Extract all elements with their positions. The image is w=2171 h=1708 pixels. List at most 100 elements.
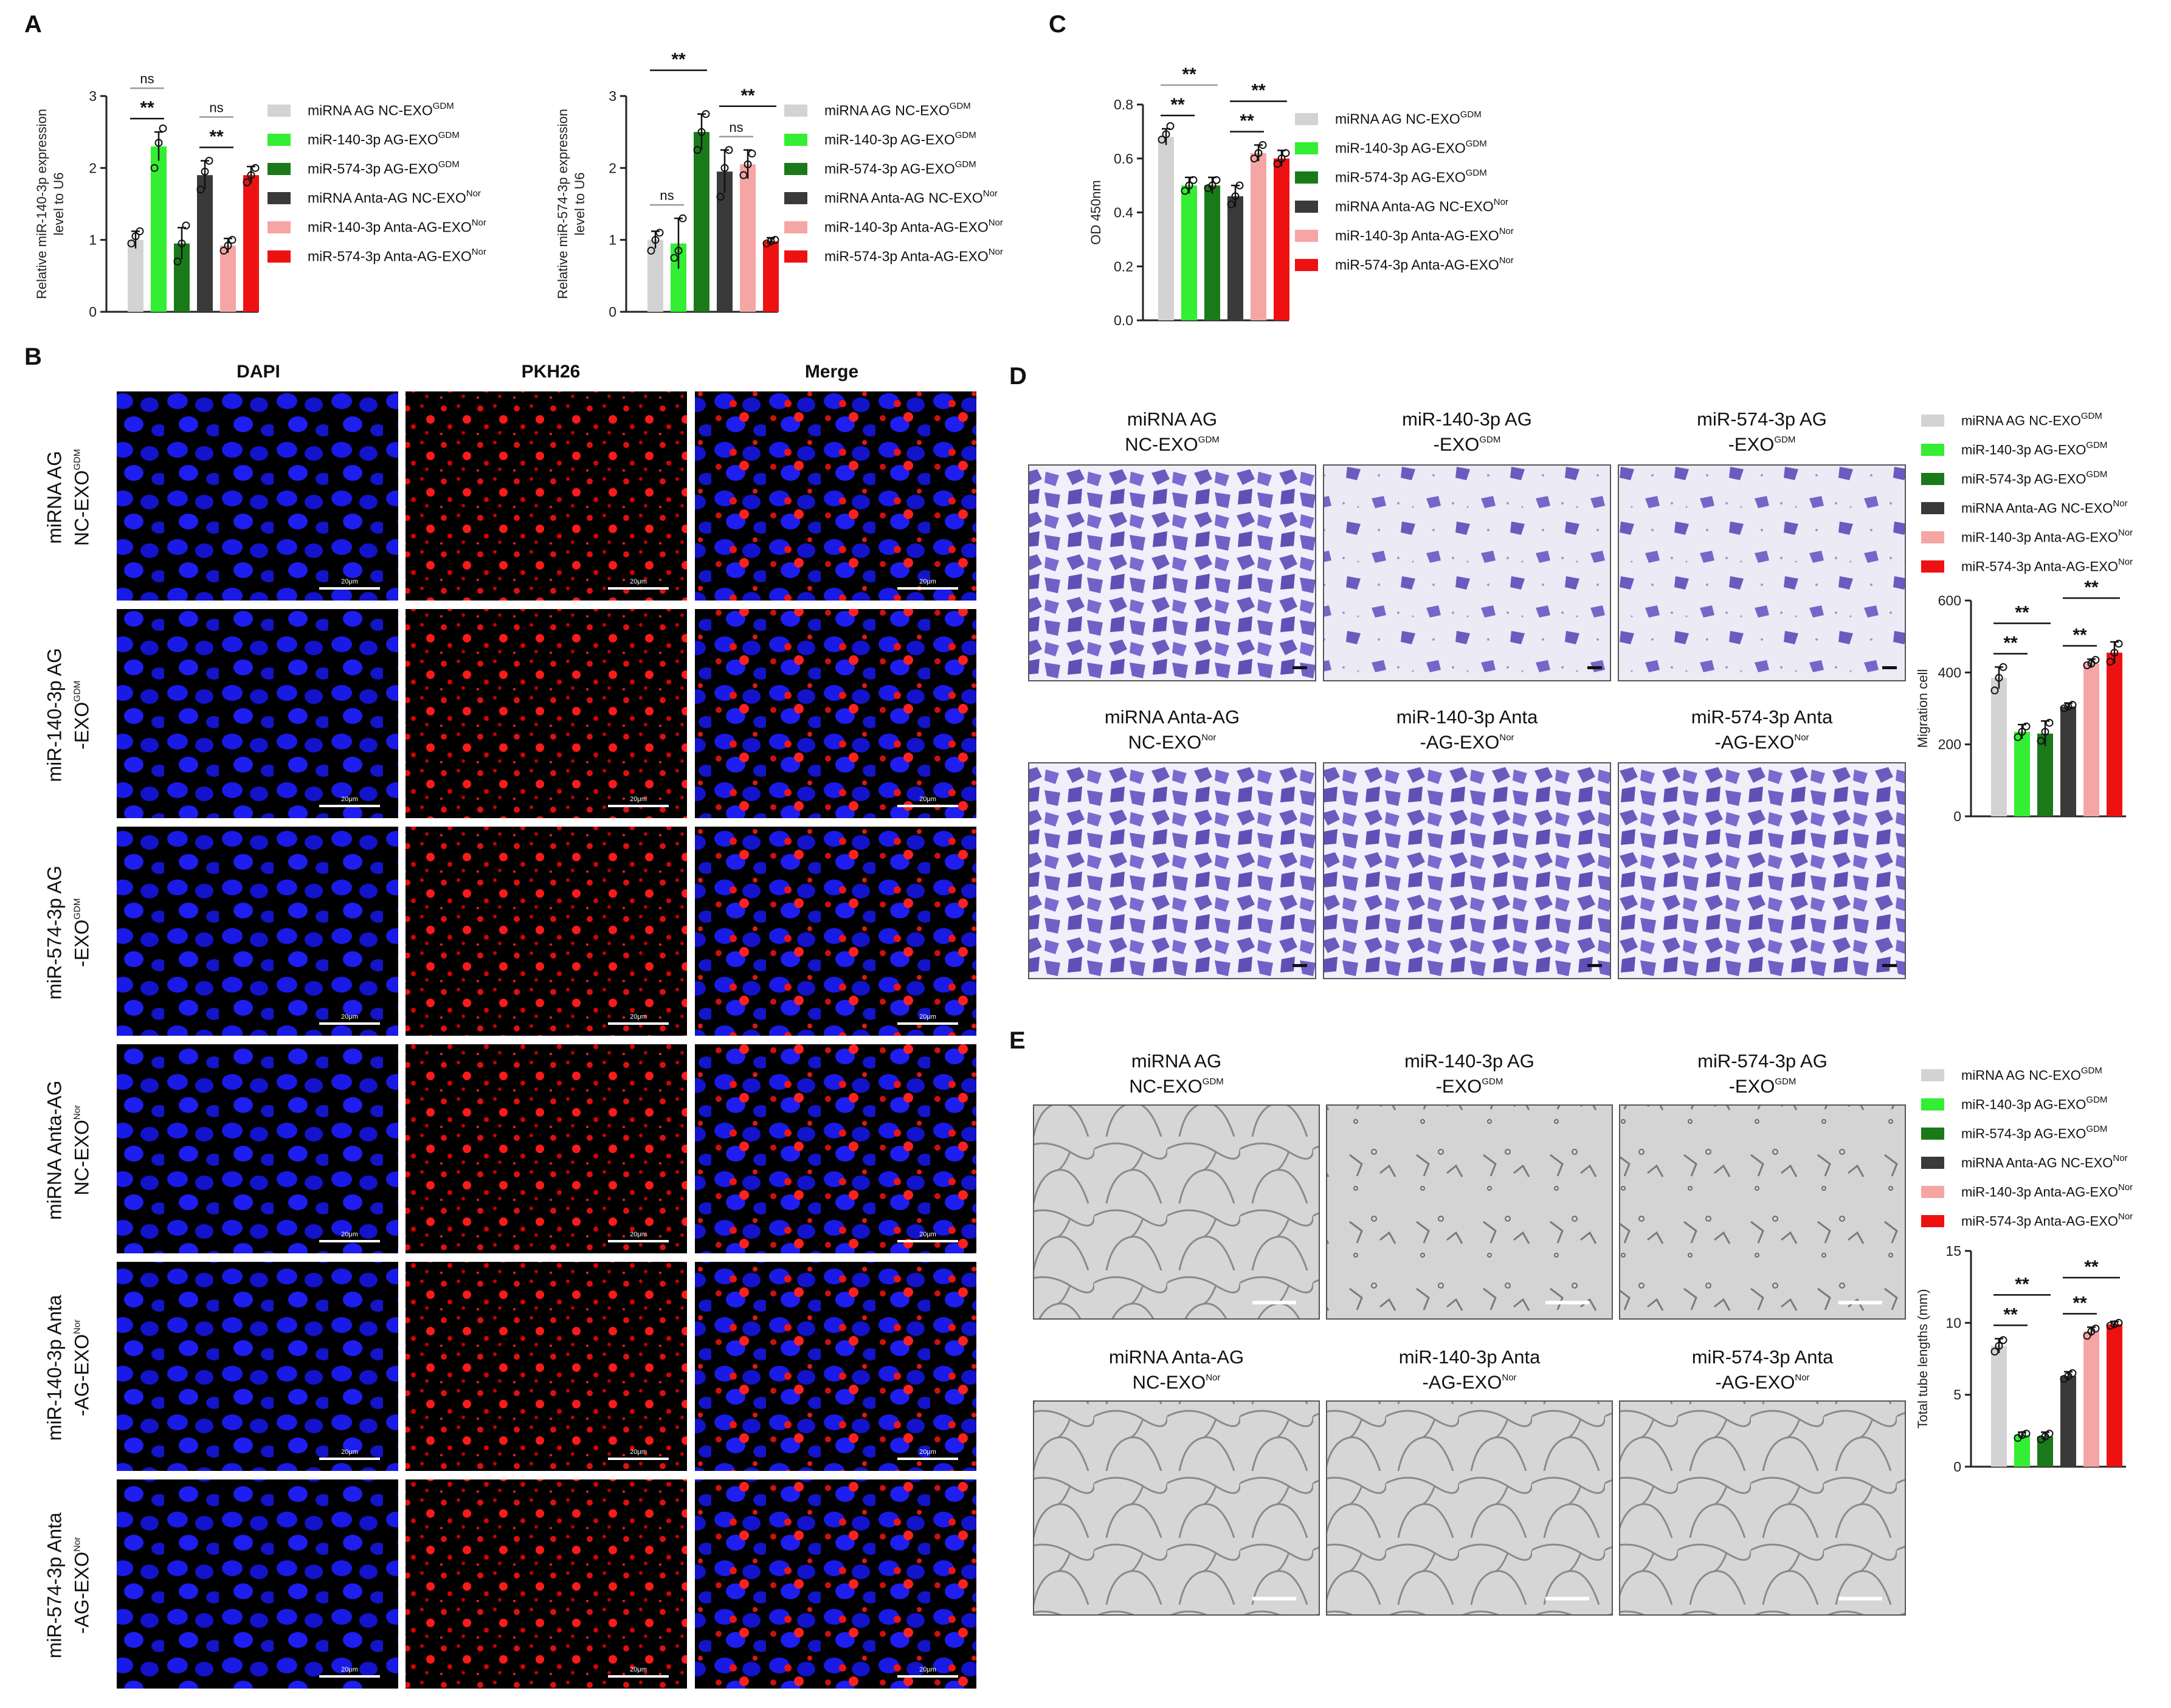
migration-title-line2: -EXOGDM xyxy=(1618,430,1905,455)
scale-bar xyxy=(1838,1597,1882,1600)
tube-title: miR-574-3p Anta -AG-EXONor xyxy=(1620,1346,1905,1393)
y-tick-label: 1 xyxy=(609,232,616,248)
migration-title-line1: miR-140-3p Anta xyxy=(1396,706,1538,728)
significance-label: ns xyxy=(729,120,743,135)
scale-bar xyxy=(608,1458,669,1460)
scale-bar xyxy=(319,1240,380,1242)
legend-swatch xyxy=(784,221,807,233)
tube-title-line2-sup: Nor xyxy=(1206,1372,1221,1383)
tube-title: miRNA AG NC-EXOGDM xyxy=(1034,1050,1319,1097)
bar xyxy=(740,164,756,312)
legend-label: miR-140-3p Anta-AG-EXONor xyxy=(1335,226,1514,244)
bar xyxy=(2083,663,2099,816)
tube-title-line2-text: -EXO xyxy=(1435,1075,1482,1097)
scale-bar-label: 20μm xyxy=(630,1013,647,1021)
row-label-line2-sup: GDM xyxy=(72,898,83,920)
row-label-line2-sup: GDM xyxy=(72,680,83,702)
bar xyxy=(2014,731,2030,816)
row-label-line1: miR-140-3p Anta xyxy=(43,1295,66,1441)
legend-item: miR-574-3p AG-EXOGDM xyxy=(1921,1119,2133,1148)
tube-formation-image xyxy=(1033,1104,1320,1320)
tube-title-line2: NC-EXONor xyxy=(1034,1368,1319,1393)
scale-bar xyxy=(319,587,380,590)
legend-label-sup: Nor xyxy=(988,247,1003,258)
y-axis-label: OD 450nm xyxy=(1088,180,1103,244)
legend-label-sup: Nor xyxy=(471,247,486,258)
legend-label-text: miR-574-3p Anta-AG-EXO xyxy=(1335,257,1499,273)
legend-label: miR-574-3p Anta-AG-EXONor xyxy=(308,247,486,265)
tube-title-line2-text: -AG-EXO xyxy=(1422,1371,1502,1393)
scale-bar xyxy=(608,1240,669,1242)
data-point xyxy=(2045,718,2054,727)
micrograph-dapi xyxy=(117,1479,398,1689)
data-point xyxy=(228,236,236,244)
data-point xyxy=(744,160,752,168)
legend-label-text: miR-140-3p AG-EXO xyxy=(1335,140,1466,156)
legend-item: miRNA Anta-AG NC-EXONor xyxy=(1921,494,2133,523)
data-point xyxy=(2068,701,2077,709)
migration-image xyxy=(1028,762,1316,979)
legend-label: miR-140-3p AG-EXOGDM xyxy=(824,130,976,148)
legend-item: miR-574-3p Anta-AG-EXONor xyxy=(784,242,1003,271)
data-point xyxy=(2083,1332,2091,1340)
legend-item: miR-574-3p Anta-AG-EXONor xyxy=(1921,552,2133,581)
legend-swatch xyxy=(267,192,291,204)
micrograph-dapi xyxy=(117,1044,398,1253)
data-point xyxy=(1995,1341,2003,1350)
row-label: miRNA AG NC-EXOGDM xyxy=(43,400,94,594)
significance-label: ** xyxy=(2073,625,2087,645)
micrograph-pkh26 xyxy=(406,827,687,1036)
legend-label-text: miR-574-3p Anta-AG-EXO xyxy=(1961,1213,2118,1229)
scale-bar xyxy=(608,1675,669,1678)
y-axis-label: Migration cell xyxy=(1915,669,1930,748)
bar xyxy=(2060,706,2076,816)
data-point xyxy=(182,221,190,230)
legend-label-sup: Nor xyxy=(1493,197,1508,208)
legend-label-text: miR-574-3p AG-EXO xyxy=(308,160,438,177)
significance-label: ** xyxy=(1170,95,1185,115)
scale-bar-label: 20μm xyxy=(919,1666,936,1673)
legend-label: miR-574-3p Anta-AG-EXONor xyxy=(1961,1211,2133,1229)
legend-label-text: miR-140-3p AG-EXO xyxy=(1961,1097,2086,1112)
significance-label: ** xyxy=(2084,1257,2099,1277)
legend-swatch xyxy=(267,250,291,263)
micrograph-pkh26 xyxy=(406,609,687,818)
legend-label-sup: GDM xyxy=(432,101,454,112)
data-point xyxy=(655,229,664,237)
scale-bar xyxy=(608,805,669,807)
significance-label: ** xyxy=(1251,81,1266,101)
data-point xyxy=(647,246,655,255)
legend-label: miR-574-3p AG-EXOGDM xyxy=(824,159,976,177)
legend-item: miRNA AG NC-EXOGDM xyxy=(1921,406,2133,435)
tube-formation-image xyxy=(1326,1400,1613,1616)
legend-label-sup: Nor xyxy=(471,218,486,229)
scale-bar-label: 20μm xyxy=(919,1231,936,1238)
legend-swatch xyxy=(267,105,291,117)
migration-title-line2-sup: Nor xyxy=(1201,732,1217,743)
y-tick-label: 10 xyxy=(1945,1315,1961,1331)
legend-c: miRNA AG NC-EXOGDM miR-140-3p AG-EXOGDM mi… xyxy=(1295,105,1514,280)
y-tick-label: 0 xyxy=(1953,1459,1961,1475)
tube-title-line1: miRNA Anta-AG xyxy=(1108,1346,1244,1368)
legend-item: miR-140-3p Anta-AG-EXONor xyxy=(1921,523,2133,552)
significance-label: ** xyxy=(2015,1274,2029,1294)
legend-swatch xyxy=(1921,1215,1944,1227)
y-tick-label: 0 xyxy=(609,304,616,320)
legend-swatch xyxy=(1295,259,1318,271)
row-label: miR-574-3p AG -EXOGDM xyxy=(43,835,94,1030)
legend-label-sup: Nor xyxy=(1499,226,1514,237)
legend-label-sup: Nor xyxy=(2118,557,2133,568)
legend-label-sup: GDM xyxy=(954,159,976,170)
data-point xyxy=(748,150,756,158)
legend-label-text: miRNA AG NC-EXO xyxy=(308,102,433,119)
legend-label-text: miRNA AG NC-EXO xyxy=(1335,111,1460,127)
legend-label-sup: Nor xyxy=(2113,1153,2128,1164)
legend-label-text: miR-140-3p Anta-AG-EXO xyxy=(1961,529,2118,545)
legend-item: miRNA Anta-AG NC-EXONor xyxy=(784,184,1003,213)
data-point xyxy=(1273,160,1282,168)
data-point xyxy=(1231,192,1240,201)
micrograph-pkh26 xyxy=(406,1262,687,1471)
scale-bar-label: 20μm xyxy=(341,578,358,585)
scale-bar xyxy=(1293,964,1307,967)
